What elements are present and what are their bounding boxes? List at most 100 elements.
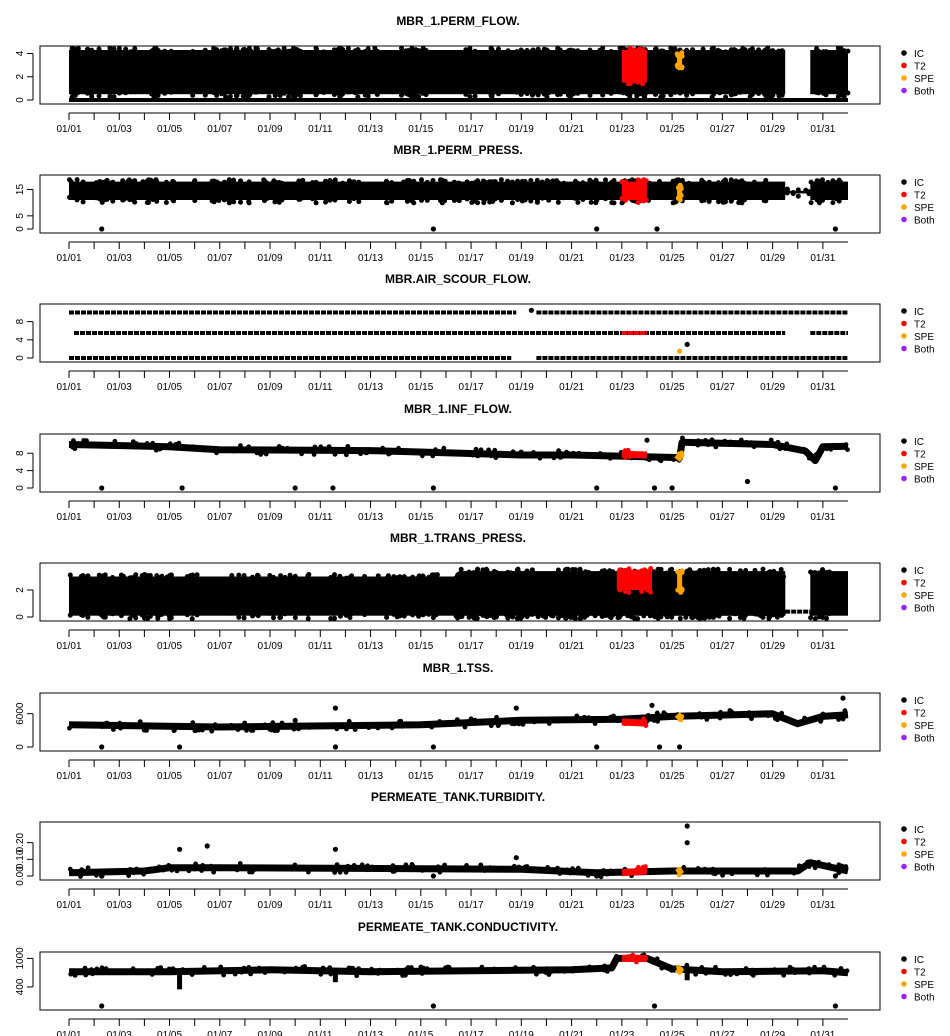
series-ic-point (810, 571, 848, 616)
series-ic-point (419, 453, 425, 459)
series-ic-point (461, 721, 467, 726)
series-ic-point (654, 869, 659, 874)
series-ic-point (298, 48, 303, 54)
series-ic-point (406, 178, 412, 183)
series-ic-point (221, 90, 227, 96)
legend-label: IC (914, 437, 924, 448)
series-ic-point (610, 569, 616, 575)
series-ic-point (75, 46, 81, 51)
series-ic-point (729, 196, 735, 202)
series-ic-point (82, 442, 87, 448)
legend-marker (901, 320, 907, 327)
series-ic-point (784, 186, 790, 192)
series-t2-point (643, 197, 649, 203)
series-ic-point (244, 728, 249, 733)
legend-marker (901, 204, 907, 210)
series-ic-point (784, 190, 790, 196)
series-ic-point (765, 713, 771, 719)
series-ic-point (570, 716, 576, 722)
series-ic-point (266, 94, 272, 100)
chart-title: MBR_1.INF_FLOW. (404, 402, 512, 416)
series-ic-point (625, 613, 631, 619)
series-ic-point (746, 710, 752, 716)
series-ic-point (270, 720, 276, 726)
series-ic-point (583, 967, 588, 973)
series-ic-point (728, 972, 733, 977)
series-ic-point (389, 724, 395, 729)
series-ic-point (482, 452, 488, 458)
series-ic-point (384, 200, 390, 206)
x-tick-label: 01/17 (459, 512, 484, 523)
plot-frame (39, 433, 881, 493)
series-ic-point (560, 452, 566, 457)
series-ic-point (588, 199, 594, 205)
series-ic-point (742, 180, 748, 186)
series-ic-point (697, 711, 702, 717)
series-ic-point (825, 179, 831, 185)
x-tick-label: 01/15 (408, 253, 433, 264)
series-ic-point (99, 226, 105, 232)
series-ic-point (477, 449, 483, 454)
series-ic-point (85, 865, 91, 871)
series-ic-point (834, 196, 839, 202)
x-tick-label: 01/27 (710, 124, 735, 135)
series-ic-point (186, 445, 192, 451)
series-ic-point (660, 93, 666, 99)
series-ic-point (594, 744, 600, 750)
series-ic-point (214, 450, 219, 456)
series-ic-point (597, 88, 603, 94)
series-ic-point (121, 610, 126, 616)
series-ic-point (236, 572, 242, 578)
series-ic-point (384, 614, 390, 620)
series-ic-point (256, 965, 262, 971)
series-t2-point (621, 181, 647, 200)
series-ic-point (710, 870, 716, 876)
series-ic-point (544, 94, 550, 100)
legend-marker (901, 50, 907, 56)
x-tick-label: 01/27 (710, 253, 735, 264)
series-ic-point (262, 967, 268, 973)
series-ic-point (528, 307, 535, 313)
series-ic-point (508, 612, 514, 618)
series-ic-point (658, 458, 664, 464)
series-ic-point (604, 871, 609, 877)
series-ic-point (580, 452, 586, 458)
series-ic-point (762, 48, 768, 54)
series-ic-point (699, 965, 705, 970)
series-ic-point (421, 867, 427, 872)
x-tick-label: 01/23 (609, 382, 634, 393)
series-ic-point (838, 194, 844, 200)
series-ic-point (409, 965, 414, 970)
chart-title: PERMEATE_TANK.CONDUCTIVITY. (358, 920, 558, 934)
chart-title: MBR.AIR_SCOUR_FLOW. (385, 272, 531, 286)
series-ic-point (653, 46, 658, 52)
legend-label: Both (914, 993, 935, 1004)
series-ic-point (221, 197, 227, 203)
series-ic-point (657, 179, 662, 184)
series-ic-point (409, 862, 415, 867)
series-ic-point (505, 194, 511, 200)
legend-label: Both (914, 345, 935, 356)
series-ic-point (572, 195, 578, 201)
series-ic-point (446, 965, 452, 970)
series-ic-point (74, 870, 80, 876)
series-ic-point (238, 199, 243, 205)
series-ic-point (349, 611, 355, 617)
series-ic-point (729, 178, 735, 184)
series-ic-point (810, 50, 848, 95)
series-ic-point (403, 972, 408, 978)
x-tick-label: 01/11 (308, 512, 333, 523)
series-ic-point (342, 867, 348, 873)
chart-panel: MBR_1.INF_FLOW. 01/01 01/03 01/05 01/07 01/09… (15, 402, 935, 523)
series-ic-point (491, 966, 497, 972)
series-ic-point (655, 615, 661, 621)
plot-frame (39, 562, 881, 622)
series-ic-point (508, 570, 514, 576)
x-tick-label: 01/05 (157, 512, 182, 523)
series-ic-point (254, 450, 260, 456)
series-ic-point (472, 48, 478, 54)
x-tick-label: 01/25 (660, 1030, 685, 1036)
series-ic-point (467, 94, 473, 100)
